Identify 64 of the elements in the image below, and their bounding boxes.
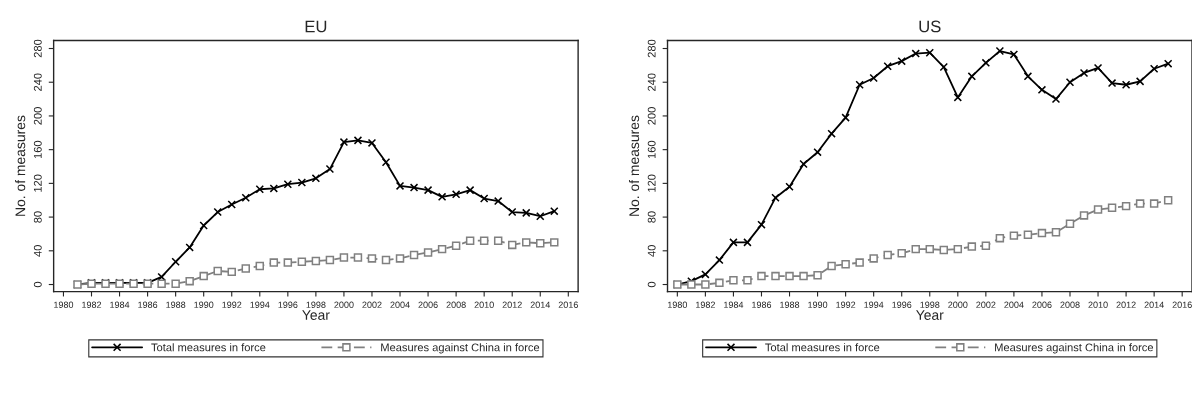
x-tick-label: 2010 bbox=[474, 301, 494, 308]
y-tick-label: 200 bbox=[33, 107, 42, 125]
chart-title: US bbox=[919, 20, 941, 33]
y-tick-label: 280 bbox=[33, 39, 42, 58]
x-tick-label: 1982 bbox=[82, 301, 102, 308]
legend-label: Measures against China in force bbox=[995, 343, 1154, 354]
x-tick-label: 2008 bbox=[446, 301, 466, 308]
x-tick-label: 2014 bbox=[530, 301, 551, 308]
y-tick-label: 40 bbox=[647, 245, 656, 257]
y-tick-label: 240 bbox=[33, 73, 42, 91]
x-tick-label: 1980 bbox=[54, 301, 74, 308]
y-tick-label: 80 bbox=[647, 211, 656, 223]
x-tick-label: 2010 bbox=[1088, 301, 1108, 308]
legend-label: Total measures in force bbox=[151, 343, 266, 352]
x-tick-label: 1982 bbox=[696, 301, 715, 308]
x-tick-label: 1984 bbox=[110, 301, 130, 308]
x-axis-title: Year bbox=[302, 310, 330, 320]
y-axis-title: No. of measures bbox=[628, 115, 640, 216]
x-axis-title: Year bbox=[916, 310, 944, 320]
x-tick-label: 2004 bbox=[390, 301, 410, 308]
x-tick-label: 1992 bbox=[222, 301, 242, 308]
x-tick-label: 2004 bbox=[1004, 301, 1024, 308]
x-tick-label: 1990 bbox=[808, 301, 828, 308]
x-tick-label: 1996 bbox=[892, 301, 912, 308]
x-tick-label: 1990 bbox=[194, 301, 214, 308]
x-tick-label: 1986 bbox=[752, 301, 772, 308]
x-tick-label: 2002 bbox=[362, 301, 382, 308]
legend-label: Total measures in force bbox=[765, 343, 880, 352]
y-tick-label: 200 bbox=[647, 107, 656, 125]
x-tick-label: 1998 bbox=[920, 301, 940, 308]
y-tick-label: 0 bbox=[647, 281, 656, 288]
y-tick-label: 160 bbox=[33, 140, 42, 159]
x-tick-label: 2014 bbox=[1144, 301, 1164, 308]
x-tick-label: 1992 bbox=[836, 301, 856, 308]
y-axis-title: No. of measures bbox=[15, 115, 26, 216]
y-tick-label: 120 bbox=[33, 174, 42, 192]
x-tick-label: 1998 bbox=[306, 301, 326, 308]
x-tick-label: 1988 bbox=[780, 301, 800, 308]
x-tick-label: 2008 bbox=[1060, 301, 1080, 308]
x-tick-label: 1994 bbox=[250, 301, 270, 308]
legend-label: Measures against China in force bbox=[381, 343, 540, 354]
x-tick-label: 2016 bbox=[558, 301, 578, 308]
x-tick-label: 2006 bbox=[1032, 301, 1052, 308]
x-tick-label: 2000 bbox=[948, 301, 968, 308]
x-tick-label: 2012 bbox=[1116, 301, 1136, 308]
y-tick-label: 120 bbox=[647, 174, 656, 192]
x-tick-label: 2006 bbox=[418, 301, 438, 308]
y-tick-label: 240 bbox=[647, 73, 656, 91]
x-tick-label: 2012 bbox=[502, 301, 522, 308]
y-tick-label: 160 bbox=[647, 140, 656, 159]
y-tick-label: 80 bbox=[33, 211, 42, 223]
x-tick-label: 1986 bbox=[138, 301, 158, 308]
x-tick-label: 1984 bbox=[724, 301, 744, 308]
x-tick-label: 2000 bbox=[334, 301, 354, 308]
chart-title: EU bbox=[305, 20, 327, 33]
x-tick-label: 1996 bbox=[278, 301, 298, 308]
x-tick-label: 2002 bbox=[976, 301, 996, 308]
y-tick-label: 40 bbox=[33, 245, 42, 257]
y-tick-label: 0 bbox=[33, 281, 42, 288]
x-tick-label: 2016 bbox=[1172, 301, 1192, 308]
x-tick-label: 1988 bbox=[166, 301, 186, 308]
y-tick-label: 280 bbox=[647, 39, 656, 58]
x-tick-label: 1994 bbox=[864, 301, 884, 308]
x-tick-label: 1980 bbox=[667, 301, 688, 308]
